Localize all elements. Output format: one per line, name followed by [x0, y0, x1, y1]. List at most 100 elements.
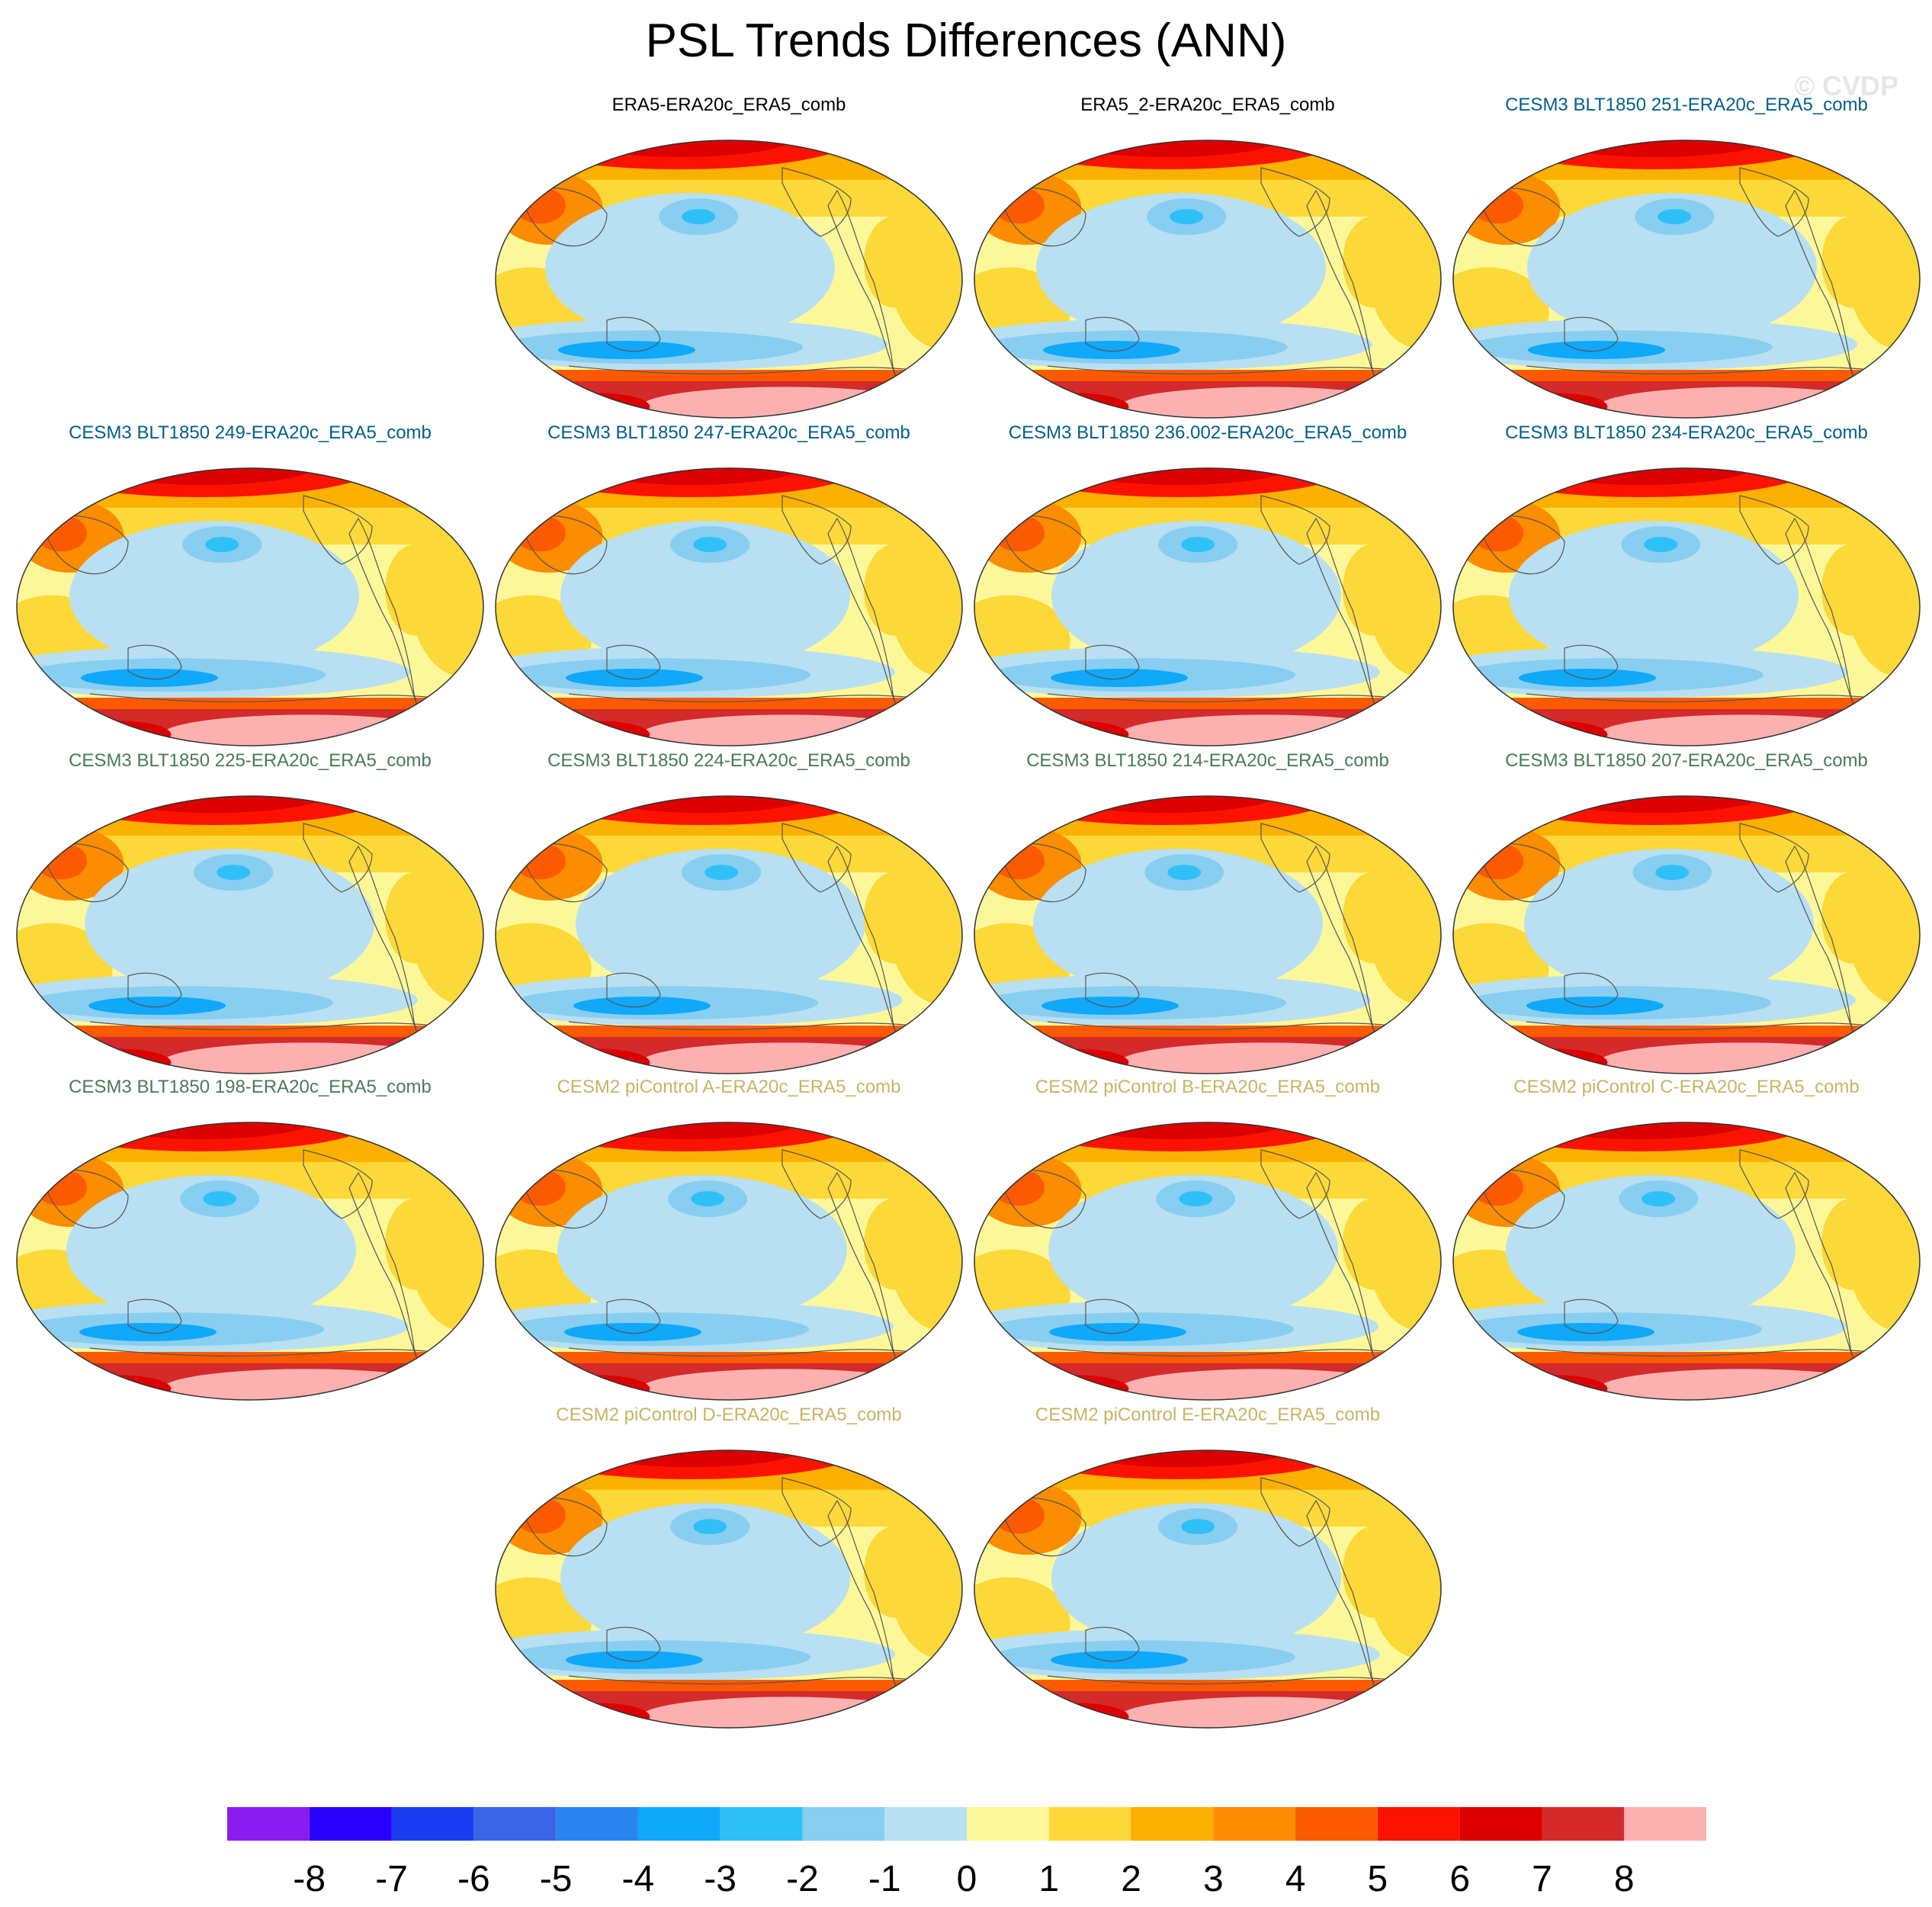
- psl-trend-map: [1452, 140, 1921, 419]
- coastline: [89, 1347, 472, 1357]
- colorbar-tick-label: 8: [1614, 1859, 1635, 1899]
- coastline: [43, 1169, 129, 1229]
- field-antarctic-core: [1500, 1048, 1608, 1074]
- field-npac-low: [1181, 537, 1215, 553]
- panel-title: CESM3 BLT1850 236.002-ERA20c_ERA5_comb: [1008, 422, 1407, 443]
- field-antarctic-core: [1022, 721, 1129, 746]
- field-samerica: [1821, 216, 1882, 308]
- colorbar-box: [556, 1807, 638, 1841]
- coastline: [1564, 316, 1619, 352]
- field-npac-low: [203, 1191, 237, 1207]
- coastline: [1047, 1021, 1430, 1031]
- field-samerica: [1343, 872, 1404, 964]
- field-asia-high: [1471, 515, 1523, 552]
- coastline: [1047, 1347, 1430, 1357]
- coastline: [1260, 823, 1330, 893]
- field-samerica: [385, 1198, 446, 1290]
- coastline: [606, 644, 661, 680]
- panel-title: CESM3 BLT1850 224-ERA20c_ERA5_comb: [547, 750, 910, 771]
- field-africa: [409, 1163, 483, 1331]
- colorbar-box: [1459, 1807, 1542, 1841]
- coastline: [568, 365, 951, 375]
- coastline: [781, 1477, 852, 1547]
- field-pacific: [1527, 193, 1817, 343]
- field-africa: [409, 509, 483, 677]
- field-npac-low: [1170, 209, 1204, 225]
- field-npac-low: [682, 209, 716, 225]
- coastline: [522, 843, 608, 903]
- psl-trend-map: [1452, 1122, 1921, 1401]
- field-pacific: [1036, 193, 1326, 343]
- field-asia-high: [514, 187, 566, 224]
- colorbar-box: [227, 1807, 310, 1841]
- field-npac-low: [691, 1191, 725, 1207]
- field-asia-high: [514, 843, 566, 880]
- colorbar-tick-label: -6: [457, 1859, 490, 1899]
- colorbar-tick-label: 7: [1532, 1859, 1552, 1899]
- field-pacific: [69, 521, 359, 671]
- colorbar-box: [802, 1807, 885, 1841]
- field-npac-low: [217, 865, 251, 881]
- map-border: [495, 140, 963, 419]
- colorbar-tick-label: 5: [1368, 1859, 1388, 1899]
- field-asia-high: [993, 187, 1045, 224]
- coastline: [606, 1626, 661, 1662]
- coastline: [127, 972, 182, 1008]
- field-asia-high: [993, 1169, 1045, 1206]
- field-asia-high: [993, 515, 1045, 552]
- field-africa: [1846, 836, 1920, 1005]
- field-samerica: [385, 872, 446, 964]
- field-so-core: [573, 997, 711, 1015]
- colorbar-box: [1131, 1807, 1214, 1841]
- field-npac-low: [1642, 1191, 1676, 1207]
- coastline: [568, 693, 951, 703]
- field-asia-high: [514, 515, 566, 552]
- colorbar-tick-label: 2: [1121, 1859, 1141, 1899]
- map-border: [16, 1122, 484, 1401]
- coastline: [522, 187, 608, 247]
- field-so-core: [1049, 1323, 1186, 1341]
- field-so-core: [1517, 1323, 1654, 1341]
- psl-trend-map: [974, 467, 1442, 746]
- map-border: [16, 795, 484, 1074]
- coastline: [606, 316, 661, 352]
- field-asia-high: [35, 1169, 87, 1206]
- map-border: [495, 1122, 963, 1401]
- field-africa: [888, 509, 962, 677]
- field-africa: [888, 1163, 962, 1331]
- map-border: [1452, 140, 1921, 419]
- field-antarctic-core: [543, 1048, 650, 1074]
- coastline: [522, 1497, 608, 1557]
- field-africa: [1846, 509, 1920, 677]
- field-antarctic-core: [64, 1375, 172, 1400]
- field-so-core: [1051, 1651, 1188, 1669]
- coastline: [1526, 1347, 1908, 1357]
- field-so-core: [81, 669, 218, 687]
- coastline: [568, 1347, 951, 1357]
- coastline: [127, 1299, 182, 1334]
- field-pacific: [1051, 1503, 1341, 1653]
- field-npac-low: [205, 537, 239, 553]
- coastline: [522, 1169, 608, 1229]
- field-samerica: [1821, 1198, 1882, 1290]
- field-samerica: [864, 544, 925, 636]
- field-pacific: [557, 1175, 847, 1325]
- map-border: [495, 467, 963, 746]
- coastline: [781, 167, 852, 237]
- psl-trend-map: [495, 467, 963, 746]
- field-npac-low: [693, 1519, 727, 1535]
- colorbar-tick-label: -8: [293, 1859, 326, 1899]
- colorbar-tick-label: -5: [540, 1859, 573, 1899]
- field-so-core: [88, 997, 226, 1015]
- panel-title: CESM3 BLT1850 225-ERA20c_ERA5_comb: [69, 750, 432, 771]
- field-npac-low: [1167, 865, 1202, 881]
- map-border: [974, 795, 1442, 1074]
- coastline: [89, 693, 472, 703]
- field-pacific: [1033, 849, 1323, 999]
- psl-trend-map: [495, 1122, 963, 1401]
- map-border: [1452, 467, 1921, 746]
- field-asia-high: [1471, 1169, 1523, 1206]
- field-npac-low: [1644, 537, 1678, 553]
- coastline: [127, 644, 182, 680]
- field-npac-low: [704, 865, 739, 881]
